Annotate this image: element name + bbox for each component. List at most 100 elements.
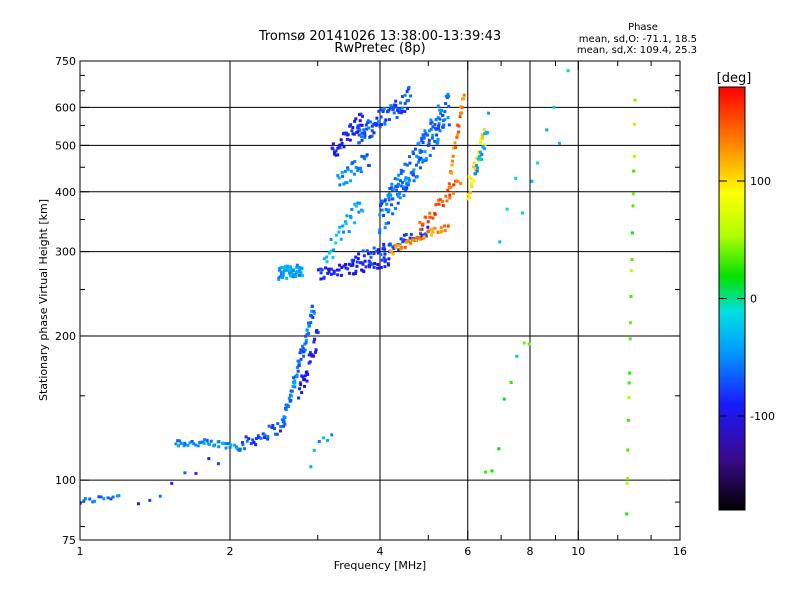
echo-point <box>430 136 434 140</box>
echo-point <box>444 194 448 198</box>
echo-point <box>398 191 402 195</box>
echo-point <box>362 128 366 132</box>
echo-point <box>427 138 431 142</box>
echo-point <box>307 321 311 325</box>
x-tick-label: 10 <box>571 545 585 558</box>
echo-point <box>309 321 313 325</box>
echo-point <box>329 267 333 271</box>
echo-point <box>307 353 311 357</box>
echo-point <box>91 500 95 504</box>
echo-point <box>391 212 395 216</box>
echo-point <box>497 447 501 451</box>
stats-heading: Phase <box>628 22 658 33</box>
echo-point <box>363 133 367 137</box>
echo-point <box>350 208 354 212</box>
echo-point <box>363 157 367 161</box>
echo-point <box>279 270 283 274</box>
echo-point <box>297 268 301 272</box>
echo-point <box>344 262 348 266</box>
echo-point <box>417 141 421 145</box>
echo-point <box>482 147 486 151</box>
echo-point <box>238 448 242 452</box>
echo-point <box>318 267 322 271</box>
echo-point <box>322 436 326 440</box>
echo-point <box>396 182 400 186</box>
echo-point <box>285 276 289 280</box>
echo-point <box>362 270 366 274</box>
echo-point <box>383 226 387 230</box>
echo-point <box>353 160 357 164</box>
echo-point <box>443 110 447 114</box>
echo-point <box>297 364 301 368</box>
echo-point <box>367 259 371 263</box>
echo-point <box>259 436 263 440</box>
echo-point <box>632 154 636 158</box>
echo-point <box>406 106 410 110</box>
echo-point <box>431 230 435 234</box>
echo-point <box>401 240 405 244</box>
echo-point <box>399 179 403 183</box>
echo-point <box>342 145 346 149</box>
echo-point <box>228 445 232 449</box>
echo-point <box>289 398 293 402</box>
echo-point <box>375 116 379 120</box>
echo-point <box>358 201 362 205</box>
echo-point <box>393 177 397 181</box>
echo-point <box>415 175 419 179</box>
echo-point <box>403 109 407 113</box>
echo-point <box>97 495 101 499</box>
echo-point <box>286 264 290 268</box>
echo-point <box>430 120 434 124</box>
echo-point <box>345 214 349 218</box>
echo-point <box>305 328 309 332</box>
echo-point <box>367 252 371 256</box>
echo-point <box>336 153 340 157</box>
echo-point <box>364 123 368 127</box>
echo-point <box>396 177 400 181</box>
echo-point <box>356 201 360 205</box>
echo-point <box>408 236 412 240</box>
echo-point <box>280 272 284 276</box>
echo-point <box>419 228 423 232</box>
echo-point <box>515 354 519 358</box>
echo-point <box>295 270 299 274</box>
echo-point <box>296 369 300 373</box>
echo-point <box>415 154 419 158</box>
echo-point <box>388 107 392 111</box>
echo-point <box>390 197 394 201</box>
echo-point <box>326 438 330 442</box>
echo-point <box>327 251 331 255</box>
echo-point <box>403 238 407 242</box>
echo-point <box>387 263 391 267</box>
echo-point <box>345 181 349 185</box>
echo-point <box>178 439 182 443</box>
echo-point <box>404 232 408 236</box>
echo-point <box>319 277 323 281</box>
echo-point <box>346 267 350 271</box>
echo-point <box>378 231 382 235</box>
echo-point <box>117 494 121 498</box>
echo-point <box>283 422 287 426</box>
echo-point <box>455 135 459 139</box>
echo-point <box>443 229 447 233</box>
echo-point <box>401 169 405 173</box>
echo-point <box>395 188 399 192</box>
echo-point <box>392 111 396 115</box>
echo-point <box>334 241 338 245</box>
echo-point <box>436 141 440 145</box>
echo-point <box>373 261 377 265</box>
echo-point <box>419 156 423 160</box>
echo-point <box>148 498 152 502</box>
echo-point <box>266 435 270 439</box>
echo-point <box>468 191 472 195</box>
echo-point <box>111 495 115 499</box>
echo-point <box>490 469 494 473</box>
echo-point <box>545 128 549 132</box>
echo-point <box>207 442 211 446</box>
echo-point <box>293 385 297 389</box>
echo-point <box>293 381 297 385</box>
echo-point <box>93 499 97 503</box>
echo-point <box>353 202 357 206</box>
echo-point <box>395 115 399 119</box>
chart-title: Tromsø 20141026 13:38:00-13:39:43 <box>258 29 501 44</box>
